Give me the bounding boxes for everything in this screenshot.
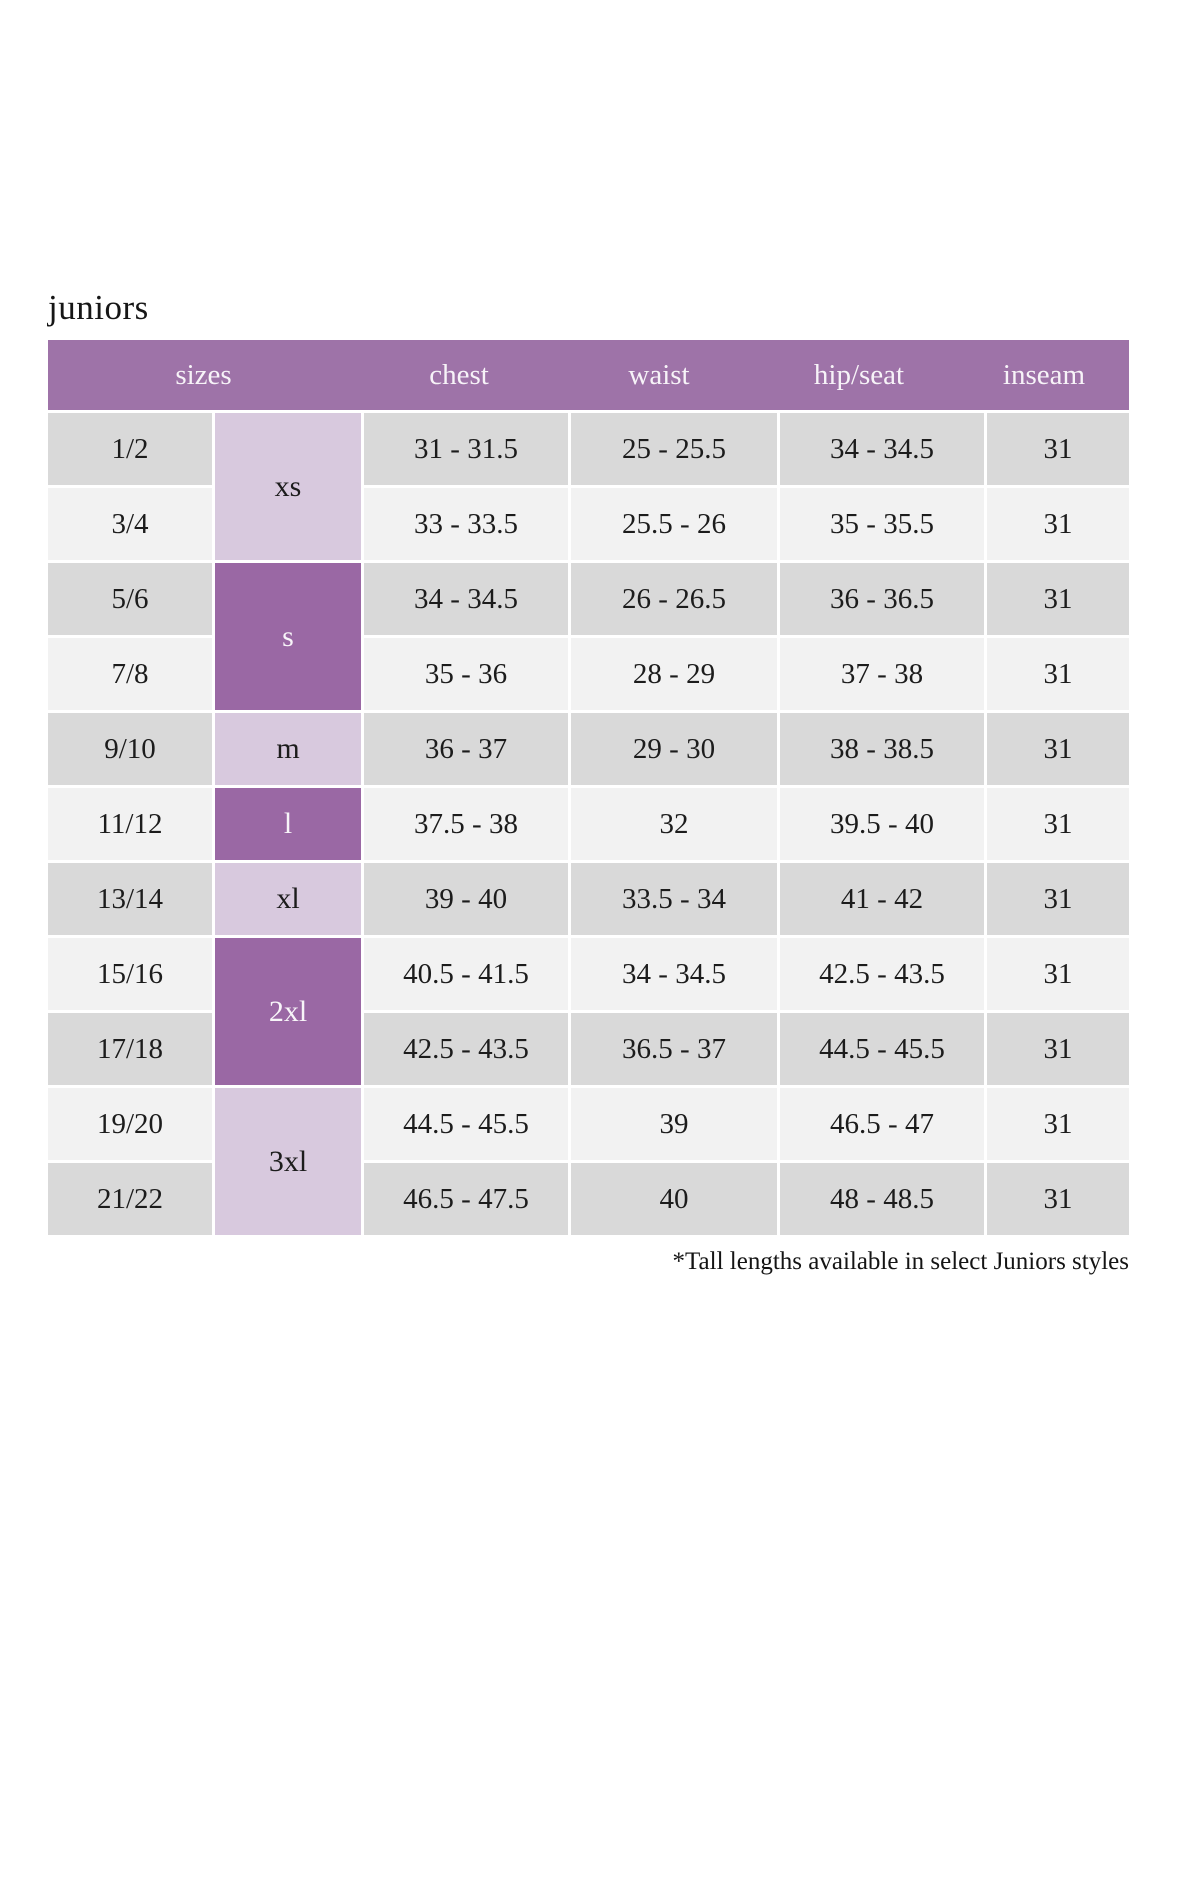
page-title: juniors bbox=[48, 288, 149, 327]
size-cell: 19/20 bbox=[48, 1088, 212, 1160]
column-header-waist: waist bbox=[628, 358, 690, 391]
hip-seat-cell: 38 - 38.5 bbox=[780, 713, 984, 785]
column-header-inseam: inseam bbox=[1002, 358, 1086, 391]
waist-cell: 28 - 29 bbox=[571, 638, 777, 710]
inseam-cell: 31 bbox=[987, 1088, 1129, 1160]
table-header-row: sizes chest waist hip/seat inseam bbox=[48, 340, 1129, 410]
letter-size-cell-3xl: 3xl bbox=[215, 1088, 361, 1235]
waist-cell: 26 - 26.5 bbox=[571, 563, 777, 635]
chest-cell: 46.5 - 47.5 bbox=[364, 1163, 568, 1235]
waist-cell: 36.5 - 37 bbox=[571, 1013, 777, 1085]
size-cell: 13/14 bbox=[48, 863, 212, 935]
chest-cell: 35 - 36 bbox=[364, 638, 568, 710]
letter-size-cell-s: s bbox=[215, 563, 361, 710]
size-cell: 7/8 bbox=[48, 638, 212, 710]
size-cell: 3/4 bbox=[48, 488, 212, 560]
waist-cell: 32 bbox=[571, 788, 777, 860]
page: juniors sizes chest waist hip/seat insea… bbox=[0, 288, 1176, 1276]
chest-cell: 31 - 31.5 bbox=[364, 413, 568, 485]
letter-size-cell-m: m bbox=[215, 713, 361, 785]
chest-cell: 44.5 - 45.5 bbox=[364, 1088, 568, 1160]
chest-cell: 34 - 34.5 bbox=[364, 563, 568, 635]
inseam-cell: 31 bbox=[987, 863, 1129, 935]
inseam-cell: 31 bbox=[987, 1163, 1129, 1235]
chest-cell: 40.5 - 41.5 bbox=[364, 938, 568, 1010]
chest-cell: 37.5 - 38 bbox=[364, 788, 568, 860]
size-cell: 9/10 bbox=[48, 713, 212, 785]
inseam-cell: 31 bbox=[987, 1013, 1129, 1085]
letter-size-cell-2xl: 2xl bbox=[215, 938, 361, 1085]
inseam-cell: 31 bbox=[987, 938, 1129, 1010]
chest-cell: 33 - 33.5 bbox=[364, 488, 568, 560]
juniors-size-table: sizes chest waist hip/seat inseam 1/2 xs… bbox=[48, 340, 1129, 1235]
hip-seat-cell: 42.5 - 43.5 bbox=[780, 938, 984, 1010]
inseam-cell: 31 bbox=[987, 638, 1129, 710]
inseam-cell: 31 bbox=[987, 413, 1129, 485]
hip-seat-cell: 34 - 34.5 bbox=[780, 413, 984, 485]
chest-cell: 36 - 37 bbox=[364, 713, 568, 785]
waist-cell: 25.5 - 26 bbox=[571, 488, 777, 560]
waist-cell: 25 - 25.5 bbox=[571, 413, 777, 485]
waist-cell: 34 - 34.5 bbox=[571, 938, 777, 1010]
chest-cell: 39 - 40 bbox=[364, 863, 568, 935]
column-header-hip-seat: hip/seat bbox=[813, 358, 905, 391]
column-header-sizes: sizes bbox=[175, 358, 232, 391]
letter-size-cell-xl: xl bbox=[215, 863, 361, 935]
hip-seat-cell: 36 - 36.5 bbox=[780, 563, 984, 635]
waist-cell: 39 bbox=[571, 1088, 777, 1160]
hip-seat-cell: 41 - 42 bbox=[780, 863, 984, 935]
waist-cell: 33.5 - 34 bbox=[571, 863, 777, 935]
waist-cell: 40 bbox=[571, 1163, 777, 1235]
hip-seat-cell: 48 - 48.5 bbox=[780, 1163, 984, 1235]
waist-cell: 29 - 30 bbox=[571, 713, 777, 785]
inseam-cell: 31 bbox=[987, 488, 1129, 560]
table-body: 1/2 xs 31 - 31.5 25 - 25.5 34 - 34.5 31 … bbox=[48, 413, 1129, 1235]
inseam-cell: 31 bbox=[987, 713, 1129, 785]
footnote: *Tall lengths available in select Junior… bbox=[672, 1248, 1129, 1275]
letter-size-cell-xs: xs bbox=[215, 413, 361, 560]
size-cell: 17/18 bbox=[48, 1013, 212, 1085]
hip-seat-cell: 44.5 - 45.5 bbox=[780, 1013, 984, 1085]
size-cell: 21/22 bbox=[48, 1163, 212, 1235]
column-header-chest: chest bbox=[429, 358, 489, 391]
size-cell: 11/12 bbox=[48, 788, 212, 860]
inseam-cell: 31 bbox=[987, 563, 1129, 635]
hip-seat-cell: 35 - 35.5 bbox=[780, 488, 984, 560]
hip-seat-cell: 39.5 - 40 bbox=[780, 788, 984, 860]
letter-size-cell-l: l bbox=[215, 788, 361, 860]
inseam-cell: 31 bbox=[987, 788, 1129, 860]
size-cell: 1/2 bbox=[48, 413, 212, 485]
size-cell: 5/6 bbox=[48, 563, 212, 635]
hip-seat-cell: 46.5 - 47 bbox=[780, 1088, 984, 1160]
chest-cell: 42.5 - 43.5 bbox=[364, 1013, 568, 1085]
hip-seat-cell: 37 - 38 bbox=[780, 638, 984, 710]
size-cell: 15/16 bbox=[48, 938, 212, 1010]
